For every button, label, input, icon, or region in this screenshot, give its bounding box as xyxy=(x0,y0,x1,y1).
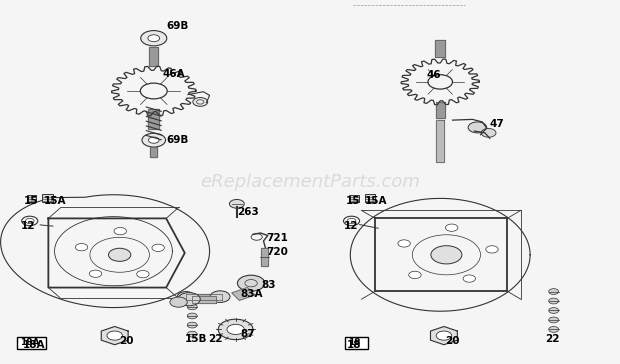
Circle shape xyxy=(409,271,421,278)
Text: 721: 721 xyxy=(267,233,288,244)
Polygon shape xyxy=(150,147,157,157)
Bar xyxy=(365,194,376,202)
Circle shape xyxy=(549,289,559,294)
Circle shape xyxy=(187,313,197,319)
Circle shape xyxy=(141,31,167,46)
Text: 83: 83 xyxy=(262,280,276,290)
Polygon shape xyxy=(149,47,158,66)
Text: 263: 263 xyxy=(237,207,259,217)
Text: 15A: 15A xyxy=(43,196,66,206)
Circle shape xyxy=(187,322,197,328)
Text: 12: 12 xyxy=(20,221,35,232)
Circle shape xyxy=(463,275,476,282)
Circle shape xyxy=(136,270,149,278)
Circle shape xyxy=(549,298,559,304)
Circle shape xyxy=(227,324,244,335)
Circle shape xyxy=(107,331,123,340)
Text: 18A: 18A xyxy=(22,340,45,350)
Text: 20: 20 xyxy=(119,336,133,347)
Polygon shape xyxy=(436,120,444,162)
Circle shape xyxy=(210,291,230,302)
Text: 720: 720 xyxy=(267,247,288,257)
Circle shape xyxy=(75,244,87,251)
Text: 18A: 18A xyxy=(20,339,40,347)
Text: 15B: 15B xyxy=(185,333,207,344)
Circle shape xyxy=(148,137,159,143)
Polygon shape xyxy=(186,294,222,300)
Text: 12: 12 xyxy=(344,221,358,232)
Circle shape xyxy=(177,292,195,302)
Text: 87: 87 xyxy=(241,329,255,339)
Text: 46: 46 xyxy=(427,70,441,80)
Text: 15: 15 xyxy=(24,196,38,206)
Polygon shape xyxy=(148,109,159,129)
Text: 20: 20 xyxy=(445,336,459,347)
Circle shape xyxy=(218,319,253,340)
Bar xyxy=(17,337,46,349)
Circle shape xyxy=(148,35,159,41)
Text: 69B: 69B xyxy=(166,21,188,31)
Text: eReplacementParts.com: eReplacementParts.com xyxy=(200,173,420,191)
Bar xyxy=(42,194,53,202)
Circle shape xyxy=(436,331,451,340)
Circle shape xyxy=(187,331,197,337)
Polygon shape xyxy=(435,40,445,57)
Text: 46A: 46A xyxy=(162,68,185,79)
Polygon shape xyxy=(192,296,216,303)
Polygon shape xyxy=(436,102,445,118)
Circle shape xyxy=(549,327,559,332)
Bar xyxy=(27,195,36,202)
Polygon shape xyxy=(101,327,128,345)
Circle shape xyxy=(446,224,458,231)
Circle shape xyxy=(108,248,131,261)
Circle shape xyxy=(481,128,496,137)
Polygon shape xyxy=(261,248,268,266)
Polygon shape xyxy=(430,327,458,345)
Circle shape xyxy=(170,297,187,307)
Circle shape xyxy=(549,317,559,323)
Text: 18: 18 xyxy=(348,339,360,347)
Circle shape xyxy=(237,275,265,291)
Bar xyxy=(350,195,358,202)
Text: 15A: 15A xyxy=(365,196,388,206)
Circle shape xyxy=(152,244,164,252)
Circle shape xyxy=(229,199,244,208)
Text: 22: 22 xyxy=(546,333,560,344)
Text: 69B: 69B xyxy=(166,135,188,145)
Text: 22: 22 xyxy=(208,333,223,344)
Circle shape xyxy=(193,98,208,106)
Polygon shape xyxy=(232,288,255,300)
Circle shape xyxy=(89,270,102,277)
Circle shape xyxy=(187,304,197,310)
Text: 15: 15 xyxy=(345,196,360,206)
Circle shape xyxy=(178,293,200,306)
Circle shape xyxy=(142,133,166,147)
Circle shape xyxy=(549,308,559,313)
Circle shape xyxy=(468,122,487,133)
Circle shape xyxy=(398,240,410,247)
Text: 18: 18 xyxy=(347,340,361,350)
Text: 83A: 83A xyxy=(240,289,262,299)
Text: 47: 47 xyxy=(490,119,505,129)
Circle shape xyxy=(486,246,498,253)
Circle shape xyxy=(114,228,126,235)
Circle shape xyxy=(431,246,462,264)
Bar xyxy=(345,337,368,349)
